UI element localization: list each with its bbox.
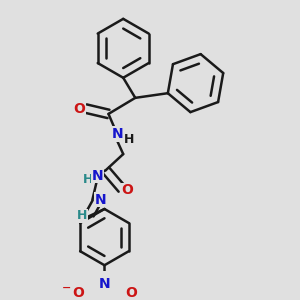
Text: O: O — [72, 286, 84, 300]
Text: O: O — [73, 102, 85, 116]
Text: N: N — [94, 193, 106, 207]
Text: H: H — [76, 209, 87, 222]
Text: N: N — [112, 127, 124, 141]
Text: O: O — [125, 286, 137, 300]
Text: N: N — [92, 169, 103, 182]
Text: −: − — [62, 283, 72, 293]
Text: O: O — [121, 183, 133, 197]
Text: H: H — [123, 133, 134, 146]
Text: H: H — [83, 173, 94, 186]
Text: N: N — [99, 277, 110, 291]
